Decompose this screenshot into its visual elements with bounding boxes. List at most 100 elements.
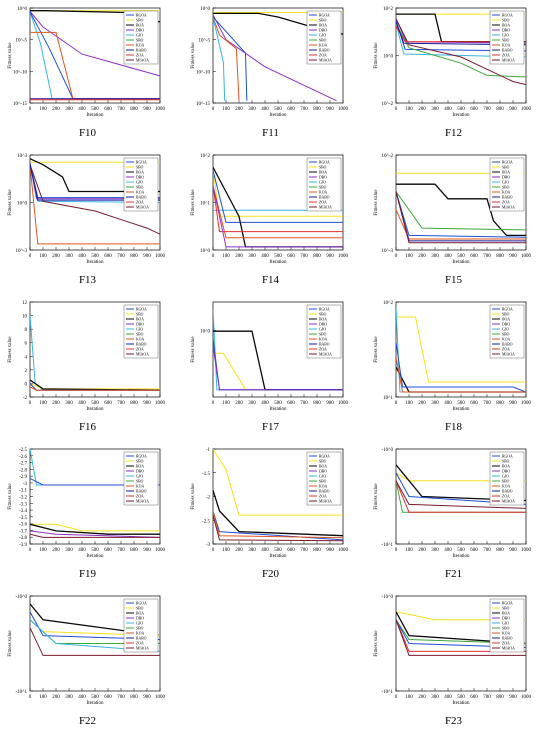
legend-label: SBO	[502, 607, 510, 611]
x-tick-label: 200	[52, 695, 60, 700]
y-tick-label: 2	[25, 369, 28, 374]
legend-label: MIAOA	[319, 353, 332, 357]
x-tick-label: 400	[444, 548, 452, 553]
y-axis-label: Fitness value	[374, 483, 379, 510]
y-tick-label: -10^0	[15, 595, 27, 600]
x-tick-label: 700	[117, 695, 125, 700]
y-axis-label: Fitness value	[374, 336, 379, 363]
x-tick-label: 300	[248, 107, 256, 112]
series-line-koa	[213, 510, 343, 539]
x-tick-label: 300	[65, 401, 73, 406]
x-tick-label: 600	[470, 548, 478, 553]
x-axis-label: Iteration	[270, 260, 287, 265]
x-tick-label: 100	[39, 401, 47, 406]
series-line-miaoa	[30, 164, 160, 235]
x-axis-label: Iteration	[453, 407, 470, 412]
legend-label: BOA	[319, 465, 327, 469]
x-tick-label: 0	[212, 548, 215, 553]
x-tick-label: 800	[313, 401, 321, 406]
x-tick-label: 900	[143, 254, 151, 259]
series-line-boa	[396, 183, 526, 237]
x-tick-label: 800	[130, 401, 138, 406]
x-tick-label: 300	[431, 548, 439, 553]
legend-label: DBO	[319, 29, 327, 33]
legend-label: RGOA	[502, 455, 513, 459]
series-line-koa	[396, 356, 526, 393]
chart-caption: F21	[444, 568, 463, 580]
legend-label: DBO	[502, 323, 510, 327]
series-line-boa	[30, 523, 160, 535]
x-axis-label: Iteration	[453, 554, 470, 559]
legend-label: SBO	[319, 186, 327, 190]
x-tick-label: 700	[300, 254, 308, 259]
chart-caption: F15	[444, 274, 463, 286]
x-tick-label: 100	[405, 695, 413, 700]
legend-label: RGOA	[319, 14, 330, 18]
y-tick-label: 10	[22, 315, 28, 320]
legend-label: ZOA	[502, 54, 510, 58]
y-tick-label: -2.5	[19, 448, 27, 453]
x-tick-label: 200	[418, 107, 426, 112]
x-tick-label: 1000	[521, 548, 532, 553]
x-tick-label: 1000	[521, 401, 532, 406]
y-tick-label: -3.7	[19, 529, 27, 534]
x-tick-label: 1000	[521, 695, 532, 700]
y-tick-label: -2.6	[19, 455, 27, 460]
x-tick-label: 400	[444, 107, 452, 112]
legend-label: DBO	[319, 470, 327, 474]
x-tick-label: 0	[29, 548, 32, 553]
legend-label: SBO	[502, 480, 510, 484]
x-tick-label: 300	[65, 254, 73, 259]
x-tick-label: 900	[326, 401, 334, 406]
chart-svg-f19: -2.5 -2.6 -2.7-2.8 -2.9 -3 -3.1 -3.2-3.3 -3.4 -3…	[8, 448, 166, 559]
x-tick-label: 400	[444, 254, 452, 259]
x-tick-label: 300	[65, 548, 73, 553]
x-tick-label: 900	[143, 695, 151, 700]
x-tick-label: 800	[496, 254, 504, 259]
legend-label: GJO	[502, 34, 509, 38]
legend-label: SBO	[319, 480, 327, 484]
x-tick-label: 200	[235, 254, 243, 259]
y-tick-label: 10^0	[200, 249, 210, 254]
legend-label: BABO	[319, 196, 330, 200]
x-tick-label: 400	[78, 107, 86, 112]
x-tick-label: 600	[104, 401, 112, 406]
y-axis-label: Fitness value	[8, 483, 13, 510]
legend-label: BOA	[319, 171, 327, 175]
chart-panel-f11: 10^0 10^-5 10^-10 10^-15 0 100 200 300 400 500 600…	[188, 0, 353, 145]
legend-label: RGOA	[319, 455, 330, 459]
legend-label: MIAOA	[136, 500, 149, 504]
chart-caption: F14	[261, 274, 280, 286]
x-tick-label: 100	[39, 548, 47, 553]
legend-label: BABO	[136, 490, 147, 494]
legend-label: KOA	[502, 44, 510, 48]
legend-label: ZOA	[319, 201, 327, 205]
series-line-sbo2	[396, 23, 526, 78]
legend-label: DBO	[136, 470, 144, 474]
x-axis-label: Iteration	[270, 113, 287, 118]
x-tick-label: 0	[395, 401, 398, 406]
x-tick-label: 0	[212, 107, 215, 112]
y-axis-label: Fitness value	[191, 336, 196, 363]
legend-label: MIAOA	[502, 206, 515, 210]
x-tick-label: 700	[483, 401, 491, 406]
x-tick-label: 400	[261, 401, 269, 406]
y-tick-label: -10^1	[381, 690, 393, 695]
series-line-babo	[30, 164, 160, 201]
x-tick-label: 200	[235, 107, 243, 112]
x-axis-label: Iteration	[453, 113, 470, 118]
legend-label: SBO	[502, 333, 510, 337]
legend-label: SBO	[136, 313, 144, 317]
x-axis-label: Iteration	[270, 554, 287, 559]
x-tick-label: 700	[117, 401, 125, 406]
x-tick-label: 800	[313, 254, 321, 259]
series-line-koa	[213, 185, 343, 239]
legend-label: DBO	[136, 176, 144, 180]
legend-label: SBO	[319, 313, 327, 317]
legend-label: DBO	[502, 176, 510, 180]
legend-label: DBO	[502, 29, 510, 33]
legend-label: KOA	[319, 338, 327, 342]
legend-label: BABO	[319, 49, 330, 53]
x-tick-label: 800	[496, 401, 504, 406]
y-tick-label: -10^1	[381, 543, 393, 548]
